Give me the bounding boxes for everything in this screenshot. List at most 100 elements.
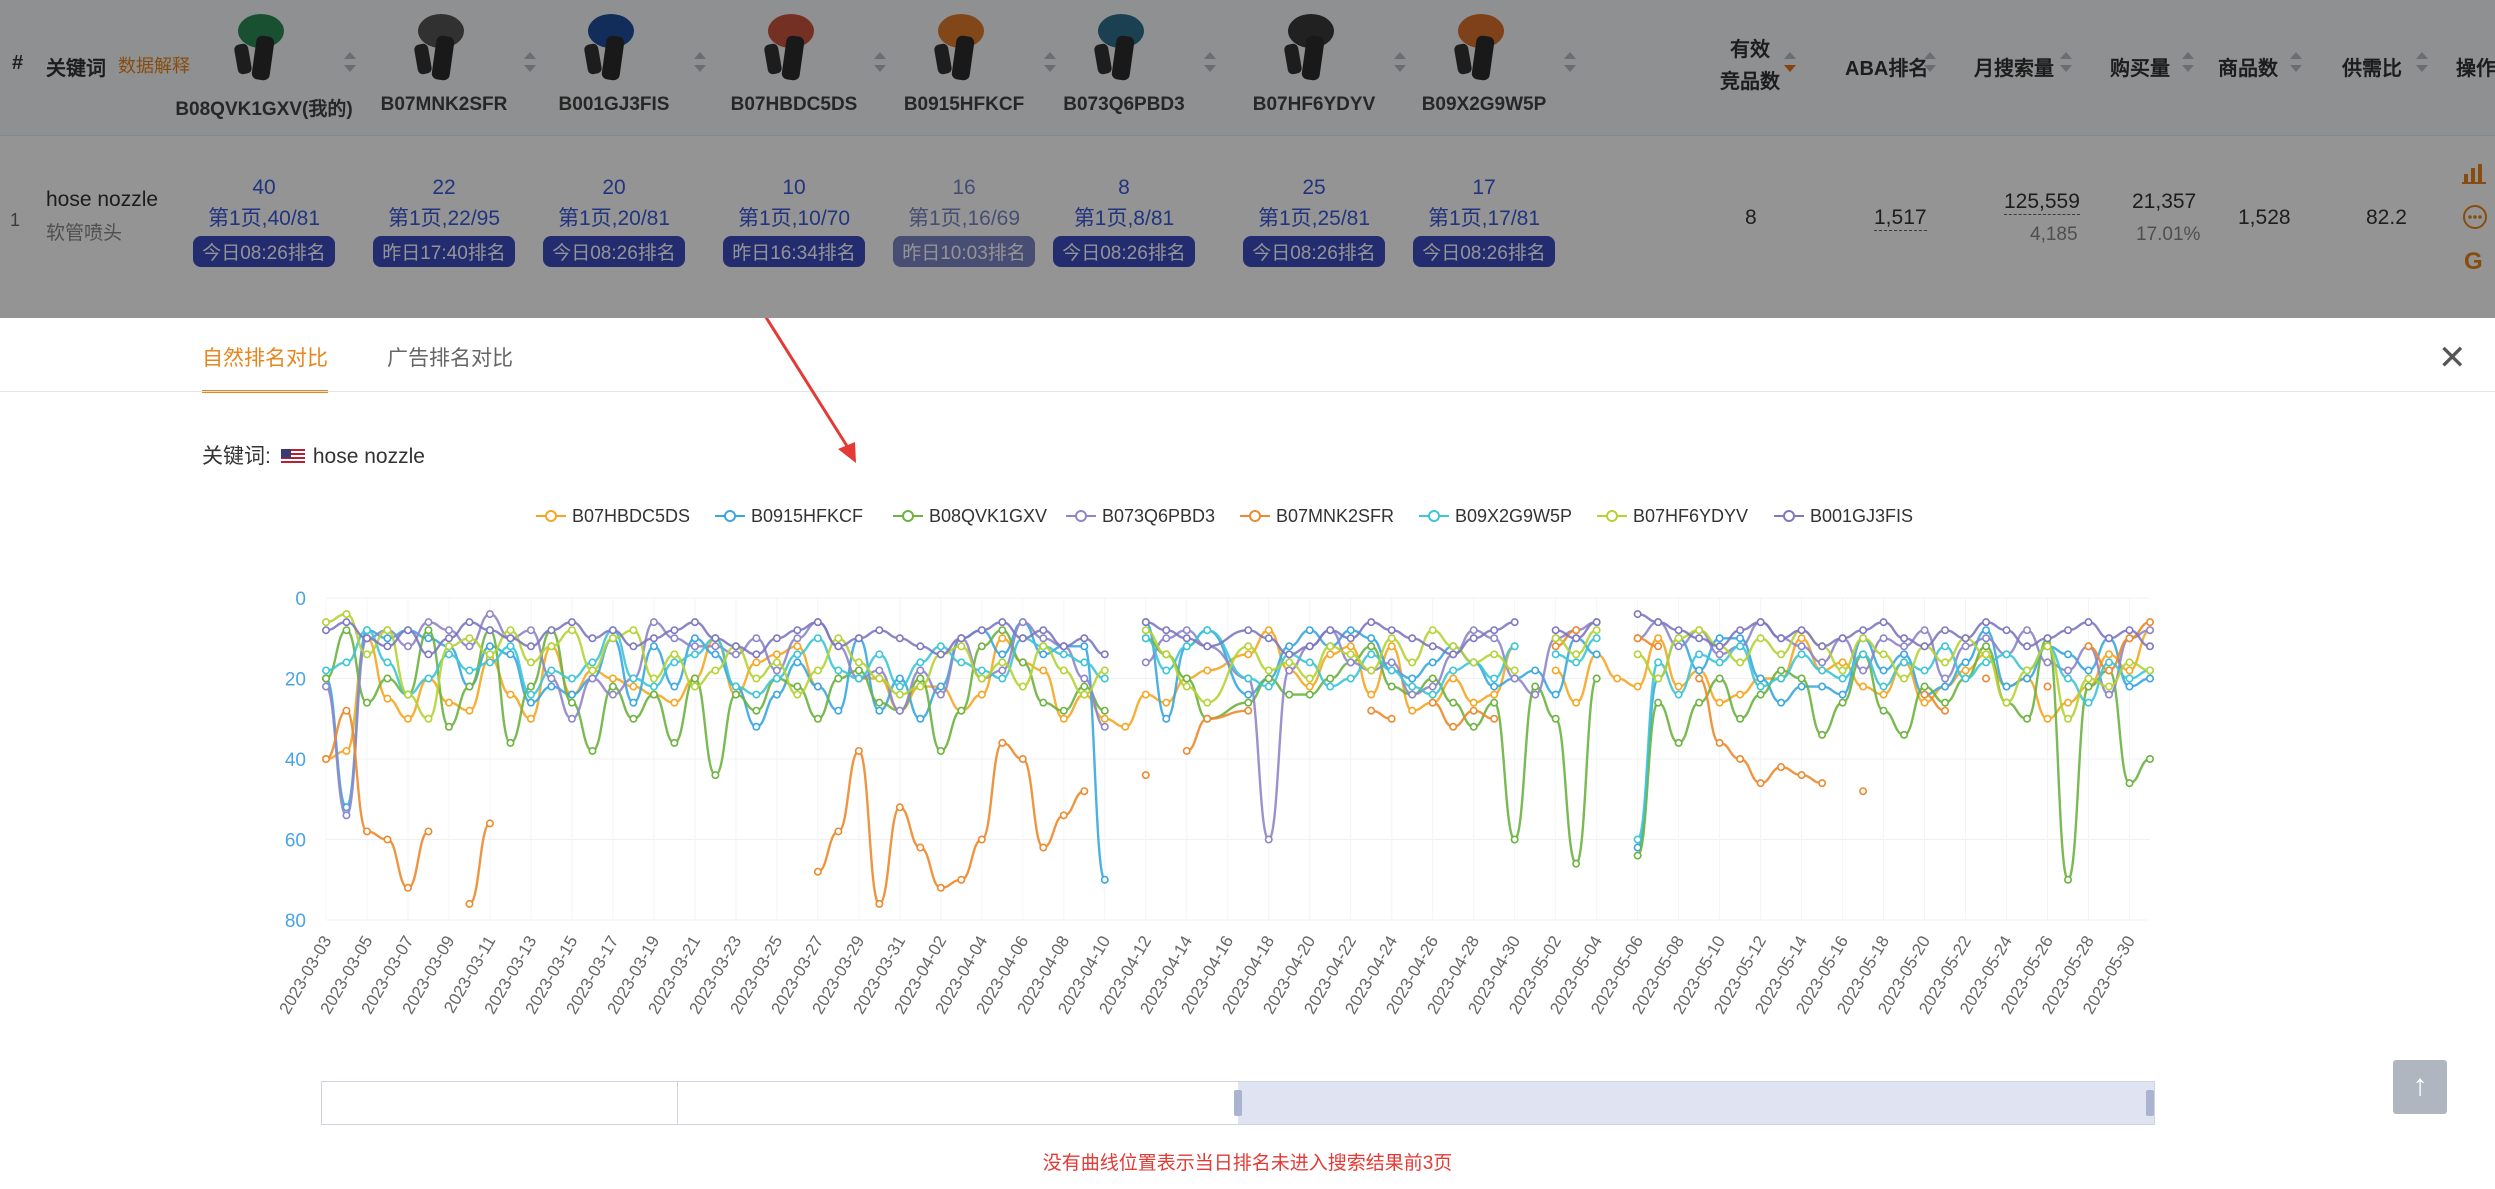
data-point-B08QVK1GXV — [998, 626, 1007, 635]
data-point-B07MNK2SFR — [403, 883, 412, 892]
product-image[interactable] — [1444, 8, 1524, 86]
product-asin[interactable]: B07HF6YDYV — [1252, 94, 1376, 115]
product-image[interactable] — [224, 8, 304, 86]
legend-item-B07HF6YDYV[interactable]: B07HF6YDYV — [1597, 506, 1748, 527]
sort-icon[interactable] — [1784, 52, 1796, 72]
data-point-B07HF6YDYV — [1428, 626, 1437, 635]
sort-icon[interactable] — [1204, 52, 1216, 72]
data-point-B001GJ3FIS — [772, 634, 781, 643]
data-point-B07HBDC5DS — [1879, 690, 1888, 699]
product-column-0[interactable]: B08QVK1GXV(我的) — [174, 8, 354, 121]
data-point-B09X2G9W5P — [2105, 658, 2114, 667]
purchase-percent: 17.01% — [2136, 224, 2201, 245]
sort-icon[interactable] — [344, 52, 356, 72]
product-column-6[interactable]: B07HF6YDYV — [1224, 8, 1404, 116]
legend-item-B0915HFKCF[interactable]: B0915HFKCF — [715, 506, 863, 527]
sort-icon[interactable] — [2290, 52, 2302, 72]
legend-item-B001GJ3FIS[interactable]: B001GJ3FIS — [1774, 506, 1913, 527]
close-icon[interactable]: ✕ — [2438, 339, 2467, 377]
chart-footnote: 没有曲线位置表示当日排名未进入搜索结果前3页 — [1042, 1153, 1453, 1174]
rank-page: 第1页,20/81 — [557, 207, 671, 230]
row-keyword[interactable]: hose nozzle — [46, 188, 159, 211]
sort-icon[interactable] — [2182, 52, 2194, 72]
sort-icon[interactable] — [2060, 52, 2072, 72]
data-point-B073Q6PBD3 — [752, 634, 761, 643]
tab-ad-rank[interactable]: 广告排名对比 — [387, 347, 513, 370]
zoom-selected-range[interactable] — [1238, 1082, 2154, 1124]
monthly-search[interactable]: 125,559 — [2004, 190, 2080, 215]
product-column-2[interactable]: B001GJ3FIS — [524, 8, 704, 116]
data-point-B07HF6YDYV — [895, 690, 904, 699]
arrow-up-icon[interactable]: ↑ — [2393, 1060, 2447, 1114]
aba-rank[interactable]: 1,517 — [1874, 206, 1927, 231]
sort-icon[interactable] — [694, 52, 706, 72]
series-line-B07HF6YDYV — [1145, 628, 1515, 704]
data-point-B08QVK1GXV — [793, 682, 802, 691]
product-asin[interactable]: B07MNK2SFR — [380, 94, 508, 115]
product-image[interactable] — [754, 8, 834, 86]
data-point-B001GJ3FIS — [1182, 634, 1191, 643]
product-image[interactable] — [1274, 8, 1354, 86]
data-zoom-slider[interactable] — [321, 1081, 2155, 1125]
legend-item-B07MNK2SFR[interactable]: B07MNK2SFR — [1240, 506, 1394, 527]
product-image[interactable] — [924, 8, 1004, 86]
data-point-B07HF6YDYV — [1674, 634, 1683, 643]
legend-marker-icon — [1774, 509, 1804, 523]
data-point-B0915HFKCF — [895, 674, 904, 683]
zoom-handle-left[interactable] — [1234, 1090, 1242, 1116]
data-point-B07HBDC5DS — [1305, 682, 1314, 691]
product-asin[interactable]: B0915HFKCF — [903, 94, 1025, 115]
product-column-1[interactable]: B07MNK2SFR — [354, 8, 534, 116]
legend-marker-icon — [715, 509, 745, 523]
sort-icon[interactable] — [2416, 52, 2428, 72]
data-point-B09X2G9W5P — [690, 650, 699, 659]
data-point-B08QVK1GXV — [1674, 738, 1683, 747]
data-explain-link[interactable]: 数据解释 — [118, 56, 190, 76]
sort-icon[interactable] — [1044, 52, 1056, 72]
data-point-B07MNK2SFR — [342, 706, 351, 715]
sort-icon[interactable] — [1564, 52, 1576, 72]
zoom-handle-right[interactable] — [2146, 1090, 2154, 1116]
google-icon[interactable]: G — [2464, 248, 2483, 275]
data-point-B0915HFKCF — [711, 650, 720, 659]
sort-icon[interactable] — [1394, 52, 1406, 72]
data-point-B001GJ3FIS — [1551, 626, 1560, 635]
bar-chart-icon[interactable] — [2462, 160, 2488, 184]
product-asin[interactable]: B073Q6PBD3 — [1063, 94, 1185, 115]
data-point-B09X2G9W5P — [752, 690, 761, 699]
product-asin[interactable]: B001GJ3FIS — [558, 94, 670, 115]
sort-icon[interactable] — [1924, 52, 1936, 72]
product-column-5[interactable]: B073Q6PBD3 — [1034, 8, 1214, 116]
data-point-B07HBDC5DS — [1797, 634, 1806, 643]
product-image[interactable] — [574, 8, 654, 86]
product-asin[interactable]: B08QVK1GXV(我的) — [175, 99, 353, 120]
legend-item-B08QVK1GXV[interactable]: B08QVK1GXV — [893, 506, 1047, 527]
data-point-B08QVK1GXV — [1510, 835, 1519, 844]
sort-icon[interactable] — [524, 52, 536, 72]
product-asin[interactable]: B07HBDC5DS — [730, 94, 858, 115]
product-column-4[interactable]: B0915HFKCF — [874, 8, 1054, 116]
data-point-B09X2G9W5P — [977, 666, 986, 675]
data-point-B08QVK1GXV — [752, 706, 761, 715]
more-icon[interactable] — [2462, 204, 2488, 230]
legend-item-B09X2G9W5P[interactable]: B09X2G9W5P — [1419, 506, 1572, 527]
product-image[interactable] — [404, 8, 484, 86]
data-point-B0915HFKCF — [506, 650, 515, 659]
y-tick-label: 60 — [285, 831, 306, 852]
tab-organic-rank[interactable]: 自然排名对比 — [202, 347, 328, 370]
data-point-B09X2G9W5P — [1592, 634, 1601, 643]
data-point-B073Q6PBD3 — [1859, 666, 1868, 675]
data-point-B07HF6YDYV — [1018, 682, 1027, 691]
product-asin[interactable]: B09X2G9W5P — [1421, 94, 1547, 115]
sort-icon[interactable] — [874, 52, 886, 72]
product-column-3[interactable]: B07HBDC5DS — [704, 8, 884, 116]
data-point-B08QVK1GXV — [321, 674, 330, 683]
product-image[interactable] — [1084, 8, 1164, 86]
data-point-B07HF6YDYV — [485, 650, 494, 659]
legend-item-B073Q6PBD3[interactable]: B073Q6PBD3 — [1066, 506, 1215, 527]
data-point-B001GJ3FIS — [2064, 626, 2073, 635]
legend-item-B07HBDC5DS[interactable]: B07HBDC5DS — [536, 506, 690, 527]
product-column-7[interactable]: B09X2G9W5P — [1394, 8, 1574, 116]
data-point-B08QVK1GXV — [957, 706, 966, 715]
data-point-B07MNK2SFR — [2125, 634, 2134, 643]
